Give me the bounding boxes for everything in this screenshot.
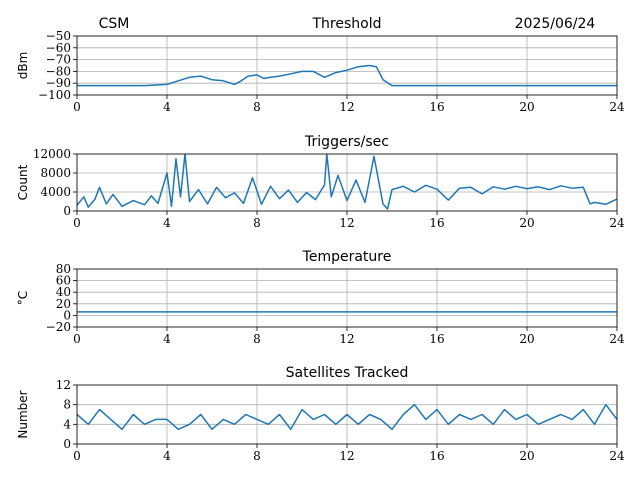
x-tick-label: 12: [339, 332, 354, 346]
x-tick-label: 24: [609, 100, 625, 114]
panel-1: 0 4 8 12 16 20 24 0 4000 8000 12000 Triggers/sec Cou…: [16, 134, 625, 230]
x-tick-label: 0: [73, 216, 81, 230]
y-axis-label: Number: [16, 390, 30, 438]
x-tick-label: 8: [253, 100, 261, 114]
y-axis-label: °C: [16, 291, 30, 305]
y-tick-label: 8: [63, 398, 71, 412]
x-tick-label: 24: [609, 449, 625, 463]
series-line: [77, 64, 617, 87]
panel-0: 0 4 8 12 16 20 24 −50−60−70−80−90−100 Threshold d…: [16, 16, 625, 114]
x-tick-label: 16: [429, 332, 444, 346]
y-tick-label: 12000: [33, 147, 71, 161]
x-tick-label: 4: [163, 332, 171, 346]
y-tick-label: 40: [56, 285, 71, 299]
x-tick-label: 16: [429, 216, 444, 230]
x-tick-label: 16: [429, 100, 444, 114]
y-tick-label: 0: [63, 204, 71, 218]
x-tick-label: 20: [519, 449, 534, 463]
panel-title: Satellites Tracked: [286, 365, 409, 381]
y-tick-label: −100: [38, 88, 71, 102]
y-tick-label: 8000: [40, 166, 71, 180]
y-axis-label: dBm: [16, 52, 30, 80]
x-tick-label: 0: [73, 449, 81, 463]
x-tick-label: 8: [253, 216, 261, 230]
y-tick-label: 20: [56, 297, 71, 311]
header-date: 2025/06/24: [515, 16, 596, 32]
y-tick-label: −90: [46, 76, 71, 90]
x-tick-label: 12: [339, 100, 354, 114]
series-line: [77, 403, 617, 431]
x-tick-label: 12: [339, 449, 354, 463]
y-tick-label: 80: [56, 262, 71, 276]
x-tick-label: 8: [253, 449, 261, 463]
x-tick-label: 20: [519, 100, 534, 114]
series-line: [77, 154, 617, 210]
y-tick-label: 12: [56, 378, 71, 392]
y-tick-label: 0: [63, 308, 71, 322]
y-tick-label: −60: [46, 41, 71, 55]
y-tick-label: −80: [46, 64, 71, 78]
panel-title: Threshold: [312, 16, 382, 32]
y-tick-label: 4: [63, 417, 71, 431]
y-tick-label: 4000: [40, 185, 71, 199]
x-tick-label: 8: [253, 332, 261, 346]
x-tick-label: 20: [519, 332, 534, 346]
x-tick-label: 4: [163, 216, 171, 230]
header-left: CSM: [99, 16, 130, 32]
x-tick-label: 24: [609, 332, 625, 346]
x-tick-label: 24: [609, 216, 625, 230]
x-tick-label: 4: [163, 100, 171, 114]
y-tick-label: 60: [56, 274, 71, 288]
panel-title: Triggers/sec: [304, 134, 389, 150]
y-tick-label: −50: [46, 29, 71, 43]
panel-3: 0 4 8 12 16 20 24 0 4 8 12 Satellites Tracked Number: [16, 365, 625, 463]
x-tick-label: 12: [339, 216, 354, 230]
y-tick-label: −20: [46, 320, 71, 334]
x-tick-label: 16: [429, 449, 444, 463]
chart-panels: 0 4 8 12 16 20 24 −50−60−70−80−90−100 Threshold d…: [16, 16, 625, 463]
x-tick-label: 0: [73, 100, 81, 114]
x-tick-label: 0: [73, 332, 81, 346]
x-tick-label: 4: [163, 449, 171, 463]
x-tick-label: 20: [519, 216, 534, 230]
y-tick-label: −70: [46, 53, 71, 67]
y-axis-label: Count: [16, 164, 30, 200]
y-tick-label: 0: [63, 437, 71, 451]
panel-title: Temperature: [302, 249, 392, 265]
